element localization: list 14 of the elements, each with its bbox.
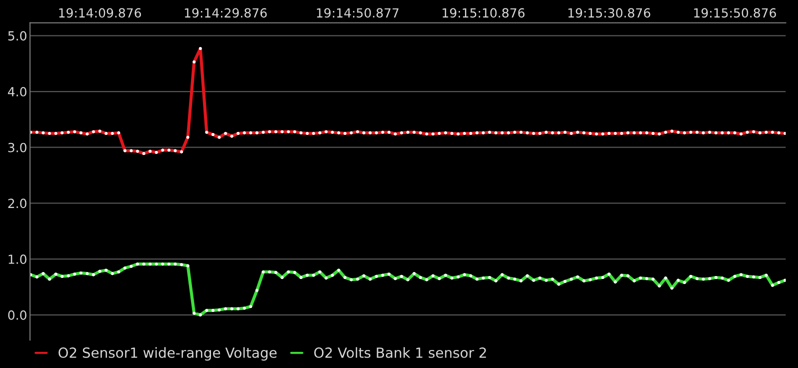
- x-tick-label: 19:14:09.876: [59, 8, 141, 18]
- y-tick-label: 5.0: [8, 31, 26, 41]
- x-tick-label: 19:14:50.877: [316, 8, 398, 18]
- x-tick-label: 19:15:50.876: [694, 8, 776, 18]
- x-tick-label: 19:15:30.876: [568, 8, 650, 18]
- y-tick-label: 2.0: [8, 198, 26, 208]
- legend-label: O2 Sensor1 wide-range Voltage: [58, 347, 277, 361]
- x-tick-label: 19:15:10.876: [442, 8, 524, 18]
- legend-label: O2 Volts Bank 1 sensor 2: [314, 347, 486, 358]
- y-tick-label: 3.0: [8, 142, 26, 152]
- x-tick-label: 19:14:29.876: [184, 8, 267, 18]
- y-tick-label: 0.0: [8, 310, 26, 320]
- y-tick-label: 4.0: [8, 86, 26, 96]
- y-tick-label: 1.0: [8, 254, 26, 264]
